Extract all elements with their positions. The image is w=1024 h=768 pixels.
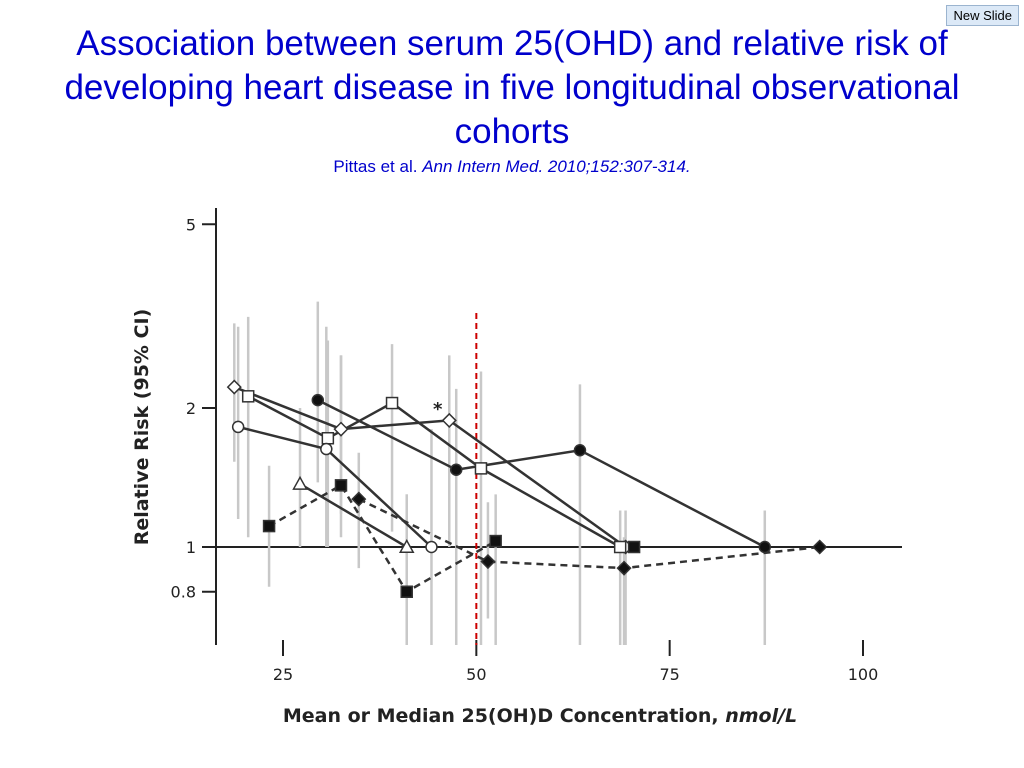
citation-journal: Ann Intern Med. 2010;152:307-314. — [422, 157, 691, 176]
marker-filled-diamond-dashed — [351, 491, 367, 507]
marker-filled-square-dashed — [262, 519, 276, 533]
marker-open-square — [321, 431, 335, 445]
y-tick-label: 5 — [186, 215, 196, 234]
marker-filled-circle — [311, 393, 325, 407]
significance-asterisk: * — [433, 399, 443, 420]
marker-filled-square-dashed — [400, 585, 413, 598]
y-tick-label: 1 — [186, 538, 196, 557]
x-tick-label: 25 — [273, 665, 293, 684]
series-line-open-diamond — [233, 385, 627, 549]
marker-open-triangle — [292, 475, 308, 490]
marker-filled-diamond-dashed — [616, 560, 632, 576]
marker-open-circle — [231, 420, 245, 434]
marker-filled-square-dashed — [489, 534, 502, 548]
marker-open-triangle — [398, 538, 415, 553]
citation: Pittas et al. Ann Intern Med. 2010;152:3… — [40, 156, 984, 178]
marker-filled-square-end — [627, 540, 641, 554]
new-slide-badge[interactable]: New Slide — [946, 5, 1019, 26]
marker-open-square — [474, 462, 488, 475]
marker-open-diamond — [441, 412, 457, 428]
marker-open-circle — [425, 540, 438, 554]
marker-filled-diamond-dashed — [480, 553, 496, 570]
y-tick-label: 2 — [186, 399, 196, 418]
marker-filled-diamond-dashed — [812, 539, 828, 555]
series-line-open-triangle — [299, 482, 408, 549]
marker-open-square — [385, 396, 399, 410]
y-axis-label: Relative Risk (95% CI) — [131, 309, 153, 546]
series-line-filled-square-dashed — [268, 483, 497, 594]
marker-open-square — [241, 390, 255, 403]
x-tick-label: 75 — [659, 665, 679, 684]
x-axis-label: Mean or Median 25(OH)D Concentration, nm… — [283, 705, 797, 727]
marker-filled-circle — [758, 540, 772, 554]
marker-open-diamond — [333, 421, 349, 437]
y-tick-label: 0.8 — [171, 583, 196, 602]
citation-authors: Pittas et al. — [333, 157, 418, 176]
x-axis-label-text: Mean or Median 25(OH)D Concentration, — [283, 705, 725, 727]
marker-filled-circle — [573, 444, 587, 457]
marker-open-circle — [320, 442, 333, 456]
title-block: Association between serum 25(OHD) and re… — [40, 22, 984, 178]
marker-filled-circle — [449, 463, 463, 476]
marker-open-square — [613, 540, 627, 554]
x-tick-label: 100 — [848, 665, 879, 684]
slide-title: Association between serum 25(OHD) and re… — [64, 24, 960, 151]
marker-open-diamond — [226, 379, 242, 395]
x-axis-label-unit: nmol/L — [725, 705, 797, 727]
marker-filled-square-dashed — [334, 479, 348, 492]
series-line-filled-diamond-dashed — [358, 497, 820, 570]
x-tick-label: 50 — [466, 665, 486, 684]
series-line-filled-circle — [317, 398, 766, 549]
